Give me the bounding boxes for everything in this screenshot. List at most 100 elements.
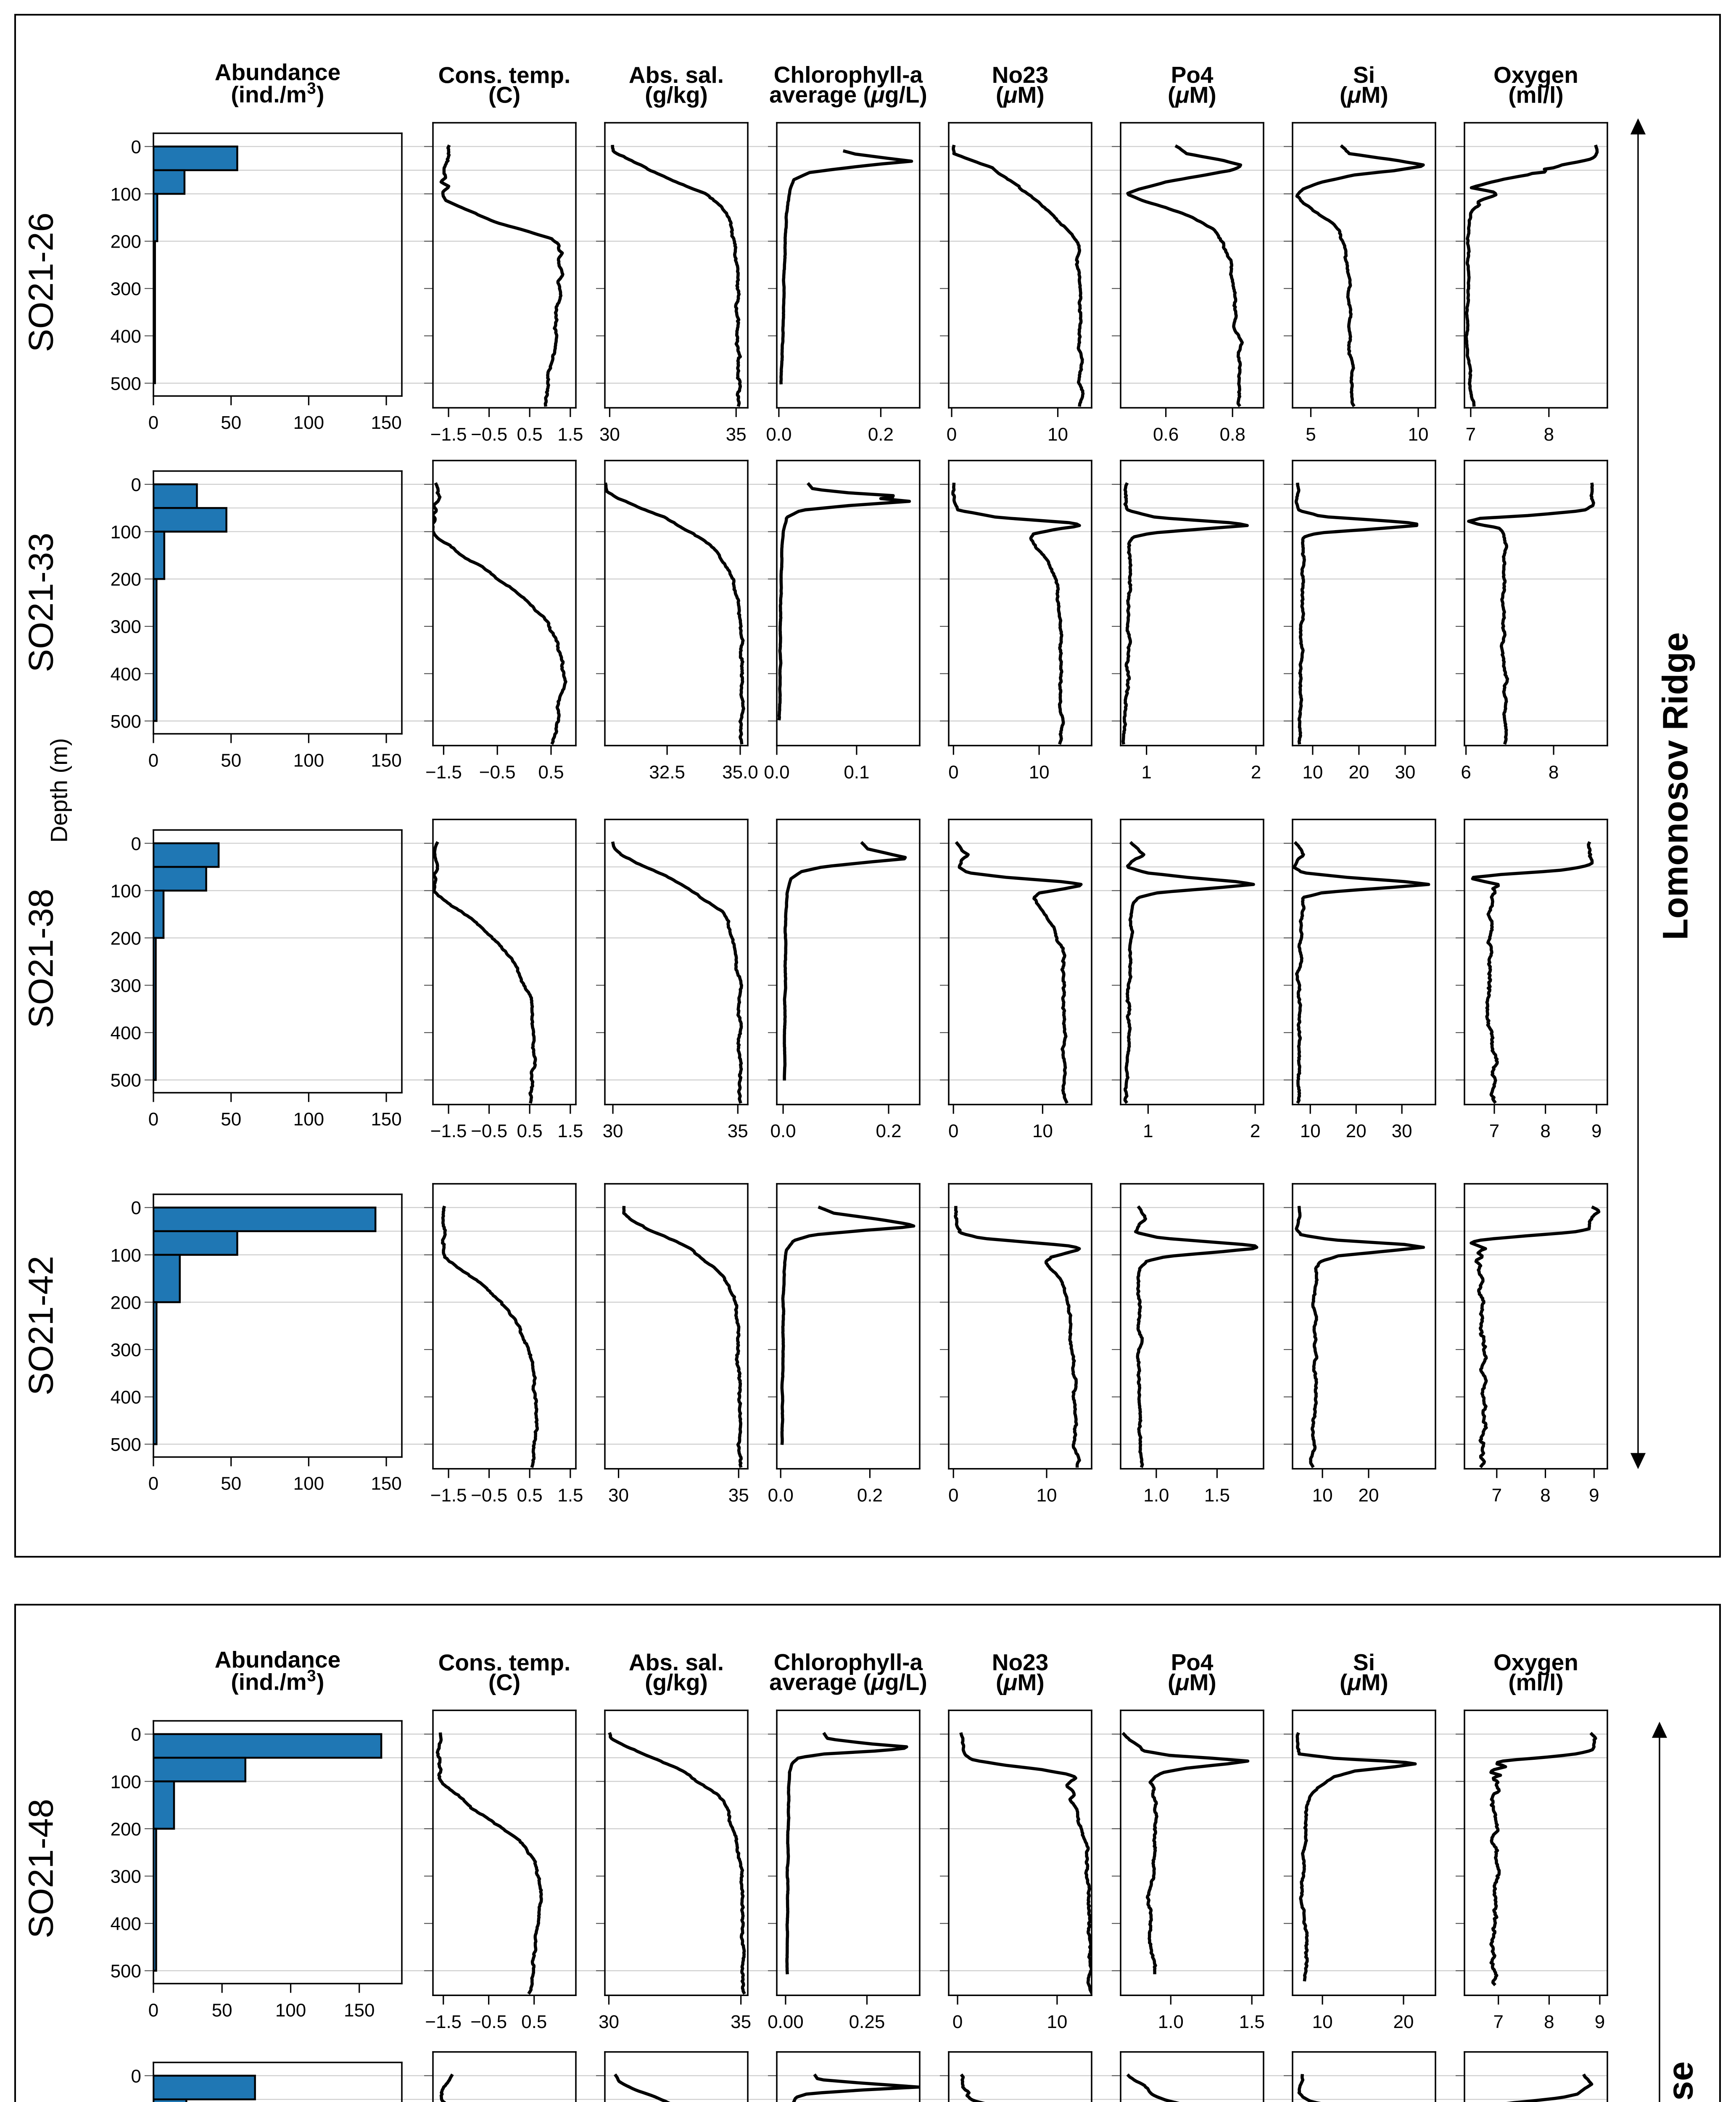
svg-text:200: 200	[111, 569, 141, 590]
svg-text:0.2: 0.2	[857, 1485, 883, 1506]
svg-text:Po4: Po4	[1171, 1649, 1214, 1675]
svg-text:10: 10	[1302, 762, 1323, 782]
svg-text:Lomonosov Ridge: Lomonosov Ridge	[1656, 632, 1695, 940]
svg-text:8: 8	[1540, 1485, 1550, 1506]
svg-text:100: 100	[293, 1109, 324, 1130]
svg-text:( M ) μ: ( M ) μ	[1168, 1669, 1219, 1695]
svg-text:−1.5: −1.5	[430, 424, 467, 445]
svg-text:30: 30	[599, 424, 620, 445]
svg-text:−0.5: −0.5	[470, 2012, 507, 2032]
svg-text:0: 0	[131, 834, 141, 854]
svg-text:0: 0	[948, 1485, 958, 1506]
svg-text:(C): (C)	[488, 1669, 520, 1695]
svg-text:35: 35	[728, 1485, 749, 1506]
svg-text:0.25: 0.25	[849, 2012, 885, 2032]
svg-text:0: 0	[952, 2012, 963, 2032]
svg-text:100: 100	[111, 881, 141, 901]
svg-text:SO21-33: SO21-33	[21, 533, 60, 672]
svg-text:Po4: Po4	[1171, 62, 1214, 88]
svg-text:7: 7	[1493, 2012, 1503, 2032]
svg-text:Abundance: Abundance	[215, 59, 340, 85]
svg-text:300: 300	[111, 1867, 141, 1887]
svg-text:1.5: 1.5	[557, 424, 583, 445]
svg-text:−0.5: −0.5	[479, 762, 516, 782]
svg-text:10: 10	[1300, 1121, 1321, 1141]
svg-text:0.8: 0.8	[1220, 424, 1245, 445]
svg-text:500: 500	[111, 373, 141, 394]
svg-text:Abs. sal.: Abs. sal.	[629, 62, 724, 88]
svg-text:0: 0	[131, 475, 141, 495]
svg-text:−1.5: −1.5	[425, 762, 462, 782]
svg-text:( M ) μ: ( M ) μ	[1340, 82, 1391, 108]
svg-text:0.5: 0.5	[517, 1485, 543, 1506]
svg-text:400: 400	[111, 1023, 141, 1043]
svg-text:0.5: 0.5	[538, 762, 564, 782]
svg-text:Cons. temp.: Cons. temp.	[438, 1649, 571, 1675]
svg-text:200: 200	[111, 928, 141, 949]
svg-text:SO21-38: SO21-38	[21, 889, 60, 1028]
svg-text:0: 0	[148, 2000, 158, 2020]
svg-text:100: 100	[111, 1245, 141, 1266]
svg-text:150: 150	[371, 412, 401, 433]
svg-text:30: 30	[1395, 762, 1415, 782]
svg-text:Oxygen: Oxygen	[1493, 1649, 1578, 1675]
svg-text:−1.5: −1.5	[425, 2012, 462, 2032]
svg-text:500: 500	[111, 711, 141, 732]
svg-text:10: 10	[1312, 1485, 1333, 1506]
svg-text:a v e r a g e ( g / L ) μ: a v e r a g e ( g / L ) μ	[769, 1669, 930, 1695]
svg-text:30: 30	[599, 2012, 619, 2032]
svg-text:1.5: 1.5	[1239, 2012, 1265, 2032]
svg-text:200: 200	[111, 1292, 141, 1313]
svg-text:0.5: 0.5	[517, 1121, 543, 1141]
svg-text:30: 30	[603, 1121, 623, 1141]
svg-text:2: 2	[1251, 762, 1261, 782]
svg-text:(ml/l): (ml/l)	[1508, 82, 1563, 108]
svg-text:( M ) μ: ( M ) μ	[996, 82, 1047, 108]
svg-text:( M ) μ: ( M ) μ	[996, 1669, 1047, 1695]
svg-text:Abundance: Abundance	[215, 1646, 340, 1672]
svg-text:7: 7	[1492, 1485, 1502, 1506]
svg-text:200: 200	[111, 1819, 141, 1840]
svg-text:0: 0	[148, 750, 158, 771]
svg-text:0: 0	[148, 1109, 158, 1130]
svg-text:20: 20	[1393, 2012, 1414, 2032]
svg-text:8: 8	[1540, 1121, 1550, 1141]
svg-text:9: 9	[1589, 1485, 1599, 1506]
svg-text:0: 0	[131, 2066, 141, 2086]
svg-text:0: 0	[131, 1724, 141, 1745]
svg-text:35: 35	[731, 2012, 751, 2032]
svg-text:50: 50	[221, 1474, 241, 1494]
svg-text:30: 30	[608, 1485, 629, 1506]
svg-text:20: 20	[1358, 1485, 1379, 1506]
svg-text:Abs. sal.: Abs. sal.	[629, 1649, 724, 1675]
svg-text:35: 35	[726, 424, 747, 445]
svg-text:0.0: 0.0	[766, 424, 791, 445]
svg-text:100: 100	[293, 412, 324, 433]
svg-text:100: 100	[111, 184, 141, 205]
svg-text:0.1: 0.1	[844, 762, 869, 782]
svg-text:50: 50	[221, 412, 241, 433]
svg-text:0.2: 0.2	[868, 424, 894, 445]
svg-text:10: 10	[1047, 2012, 1067, 2032]
svg-text:(ml/l): (ml/l)	[1508, 1669, 1563, 1695]
svg-text:10: 10	[1047, 424, 1068, 445]
svg-text:500: 500	[111, 1070, 141, 1091]
svg-text:10: 10	[1408, 424, 1429, 445]
svg-text:( M ) μ: ( M ) μ	[1168, 82, 1219, 108]
svg-text:Depth (m): Depth (m)	[45, 738, 72, 843]
svg-text:Chlorophyll-a: Chlorophyll-a	[774, 1649, 923, 1675]
svg-text:Oxygen: Oxygen	[1493, 62, 1578, 88]
svg-text:1.5: 1.5	[1204, 1485, 1230, 1506]
svg-text:1.5: 1.5	[557, 1121, 583, 1141]
svg-text:20: 20	[1346, 1121, 1367, 1141]
svg-text:300: 300	[111, 976, 141, 996]
svg-text:35.0: 35.0	[722, 762, 758, 782]
svg-text:7: 7	[1489, 1121, 1499, 1141]
svg-text:100: 100	[111, 1772, 141, 1792]
svg-text:0: 0	[131, 137, 141, 157]
svg-text:Si: Si	[1353, 62, 1375, 88]
svg-text:1.0: 1.0	[1143, 1485, 1169, 1506]
svg-text:0.5: 0.5	[521, 2012, 547, 2032]
svg-text:1: 1	[1141, 762, 1151, 782]
svg-text:150: 150	[371, 1474, 401, 1494]
